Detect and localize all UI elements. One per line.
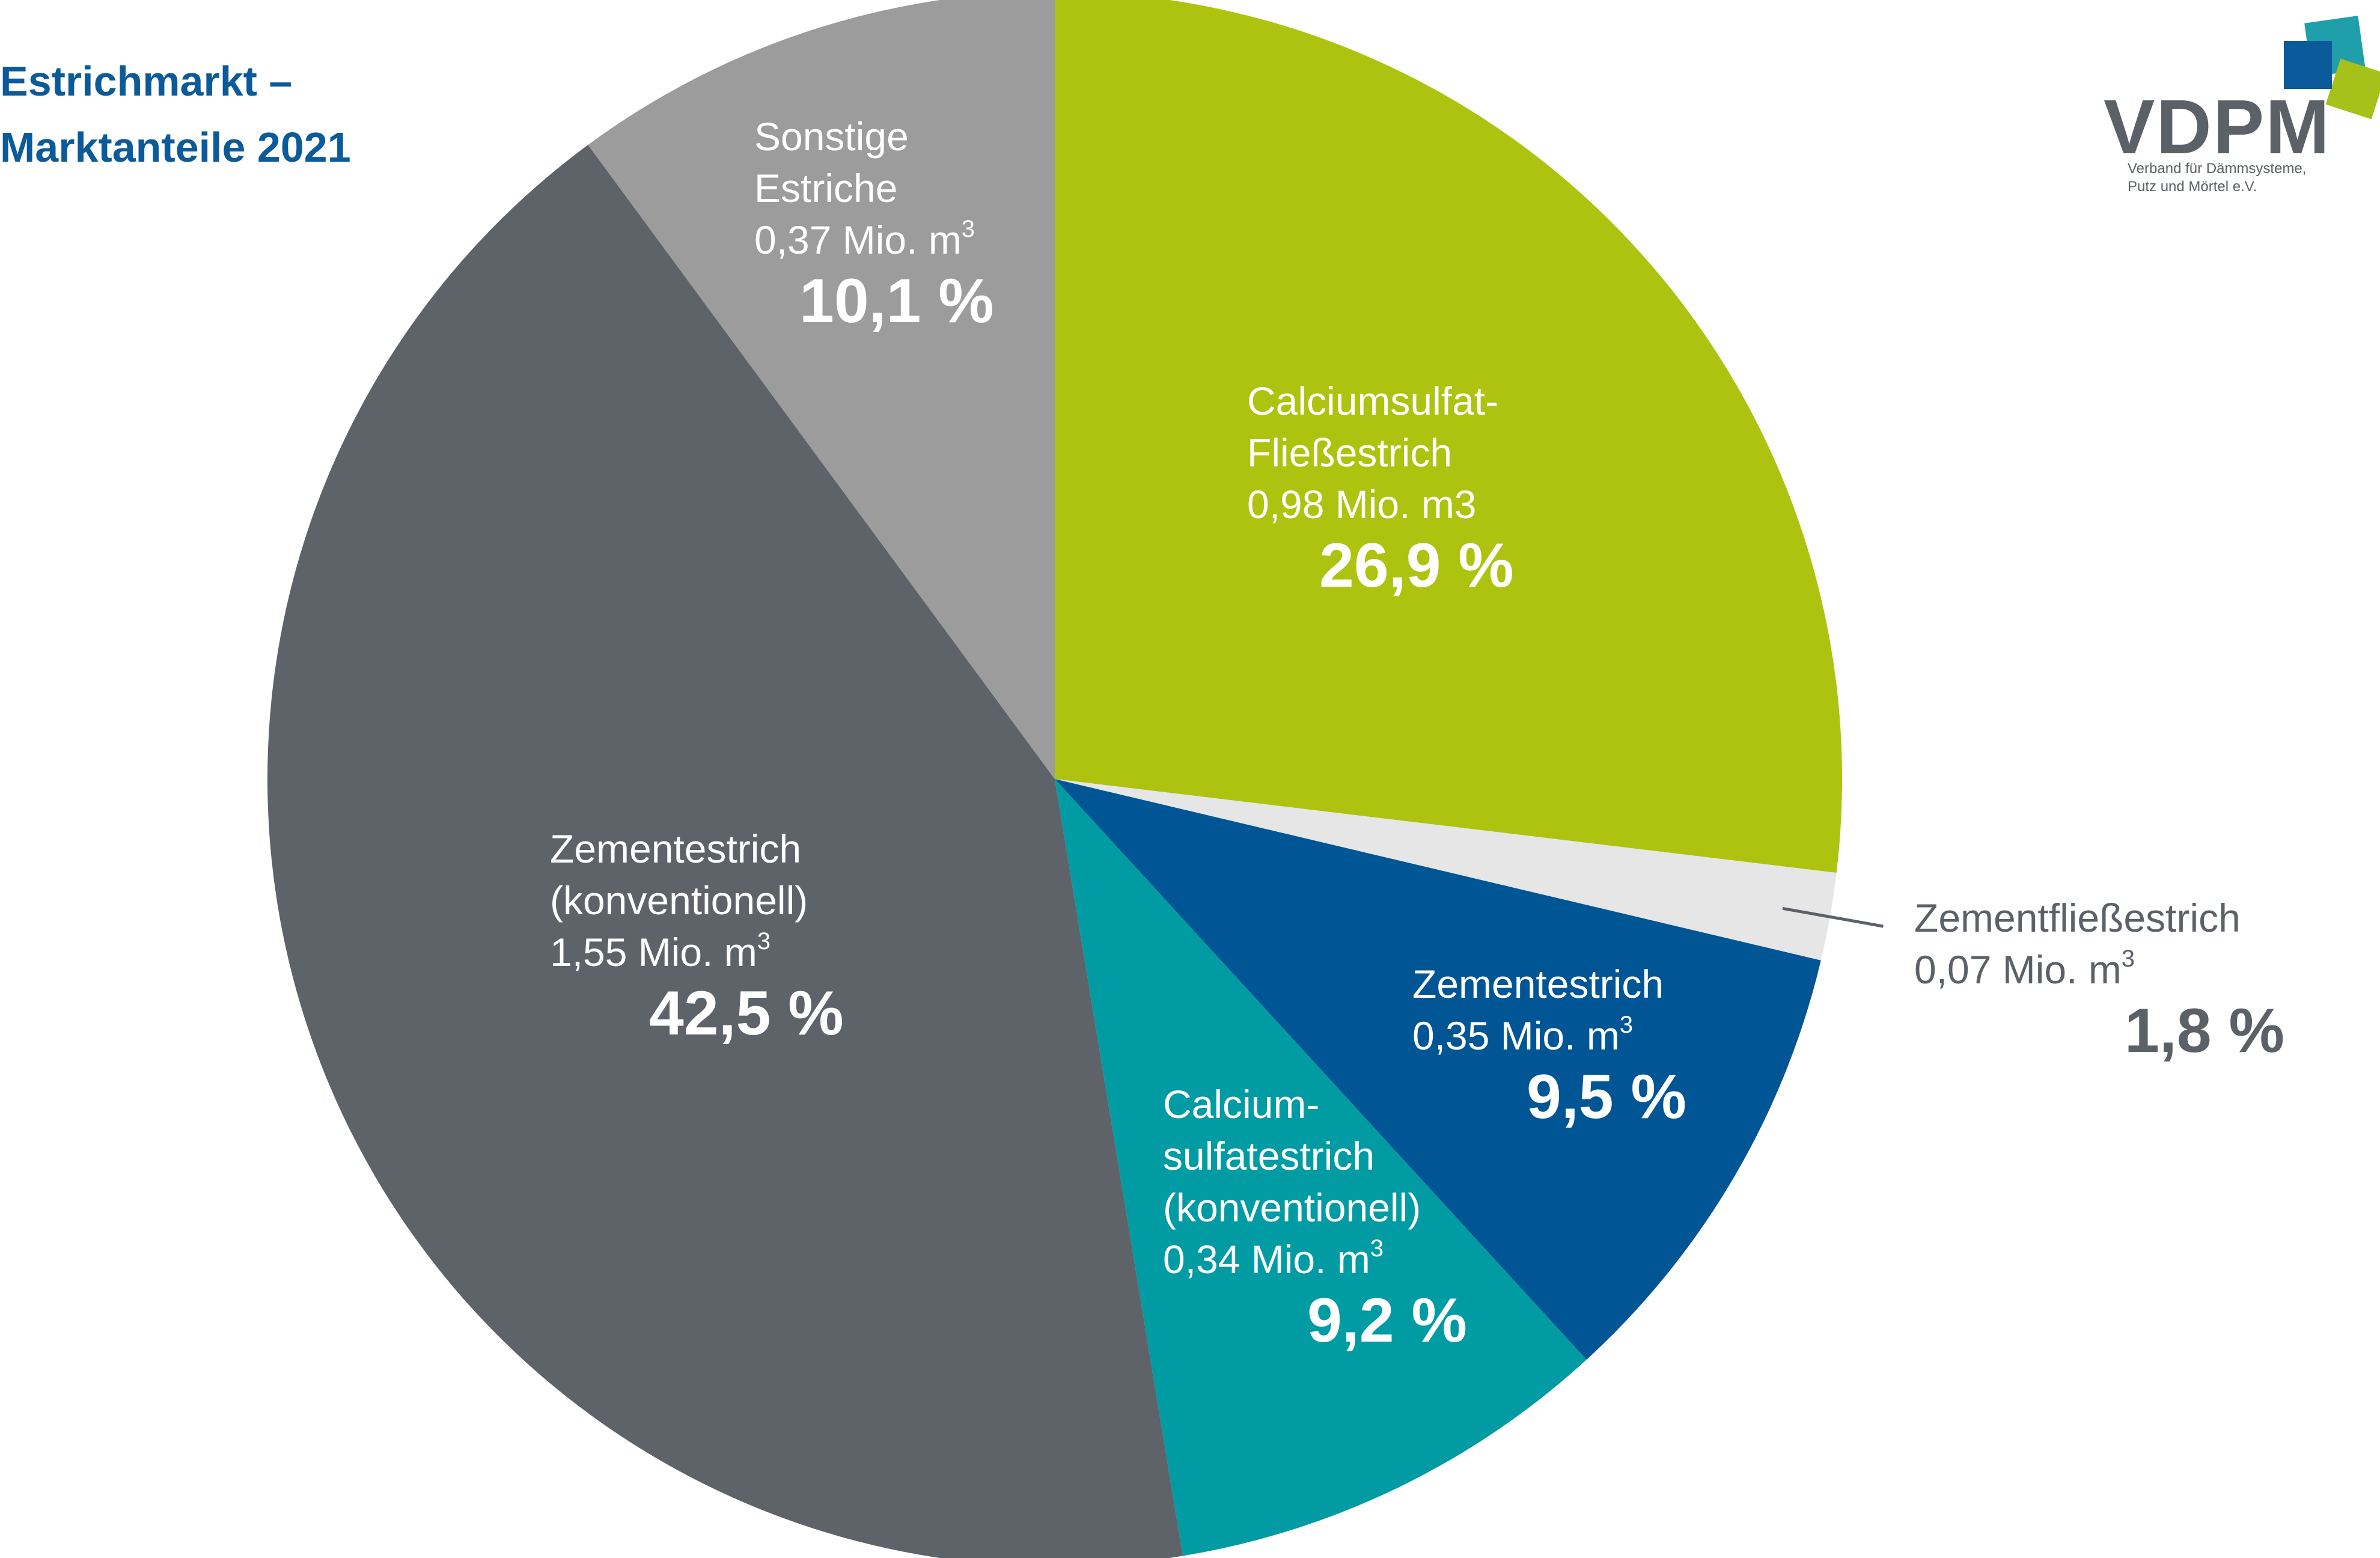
slice-percent-4: 42,5 %	[649, 979, 844, 1048]
slice-name-line-5-0: Sonstige	[754, 114, 909, 159]
pie-slice-4	[267, 145, 1183, 1558]
slice-labels: Calciumsulfat- Fließestrich 0,98 Mio. m326…	[550, 114, 2284, 1355]
slice-amount-4: 1,55 Mio. m3	[550, 928, 770, 974]
slice-name-line-4-0: Zementestrich	[550, 826, 801, 871]
slice-name-line-3-2: (konventionell)	[1163, 1185, 1421, 1230]
logo-subtitle-line-1: Verband für Dämmsysteme,	[2128, 160, 2307, 177]
slice-label-3: Calcium-sulfatestrich (konventionell) 0,3…	[1163, 1082, 1467, 1355]
slice-percent-1: 1,8 %	[2125, 996, 2284, 1066]
slice-name-line-5-1: Estriche	[754, 166, 897, 210]
slice-name-line-3-1: sulfatestrich	[1163, 1134, 1375, 1178]
logo-subtitle: Verband für Dämmsysteme, Putz und Mörtel…	[2128, 160, 2306, 196]
slice-label-1: Zementfließestrich 0,07 Mio. m31,8 %	[1914, 896, 2284, 1066]
slice-amount-5: 0,37 Mio. m3	[754, 216, 975, 262]
pie-slices	[267, 0, 1842, 1558]
slice-label-4: Zementestrich (konventionell) 1,55 Mio. m3…	[550, 826, 844, 1048]
pie-slice-2	[1055, 779, 1821, 1360]
slice-percent-0: 26,9 %	[1319, 531, 1514, 600]
pie-slice-0	[1055, 0, 1842, 873]
leader-line-1	[1782, 906, 1884, 928]
slice-amount-2: 0,35 Mio. m3	[1412, 1012, 1633, 1058]
pie-slice-5	[588, 0, 1055, 779]
logo-square-blue	[2284, 41, 2332, 89]
vdpm-logo: VDPM Verband für Dämmsysteme, Putz und M…	[2104, 16, 2380, 197]
slice-amount-1: 0,07 Mio. m3	[1914, 945, 2135, 992]
logo-subtitle-line-2: Putz und Mörtel e.V.	[2128, 179, 2257, 195]
slice-label-2: Zementestrich 0,35 Mio. m39,5 %	[1412, 962, 1686, 1132]
slice-name-line-3-0: Calcium-	[1163, 1082, 1319, 1126]
chart-title-line-1: Estrichmarkt –	[0, 58, 293, 105]
logo-wordmark: VDPM	[2104, 84, 2331, 170]
slice-label-0: Calciumsulfat- Fließestrich 0,98 Mio. m326…	[1247, 379, 1514, 600]
slice-percent-2: 9,5 %	[1527, 1062, 1686, 1132]
slice-name-line-1-0: Zementfließestrich	[1914, 896, 2241, 940]
slice-name-line-0-0: Calciumsulfat-	[1247, 379, 1498, 423]
slice-amount-3: 0,34 Mio. m3	[1163, 1235, 1384, 1282]
slice-percent-3: 9,2 %	[1307, 1286, 1467, 1355]
pie-slice-1	[1055, 779, 1837, 961]
slice-name-line-0-1: Fließestrich	[1247, 430, 1452, 475]
slice-percent-5: 10,1 %	[799, 266, 994, 336]
slice-amount-0: 0,98 Mio. m3	[1247, 482, 1477, 527]
leader-lines	[1782, 906, 1884, 928]
slice-name-line-4-1: (konventionell)	[550, 878, 808, 923]
pie-slice-3	[1055, 779, 1587, 1556]
slice-name-line-2-0: Zementestrich	[1412, 962, 1664, 1006]
chart-title-line-2: Marktanteile 2021	[0, 124, 351, 171]
chart-title: Estrichmarkt – Marktanteile 2021	[0, 48, 351, 180]
